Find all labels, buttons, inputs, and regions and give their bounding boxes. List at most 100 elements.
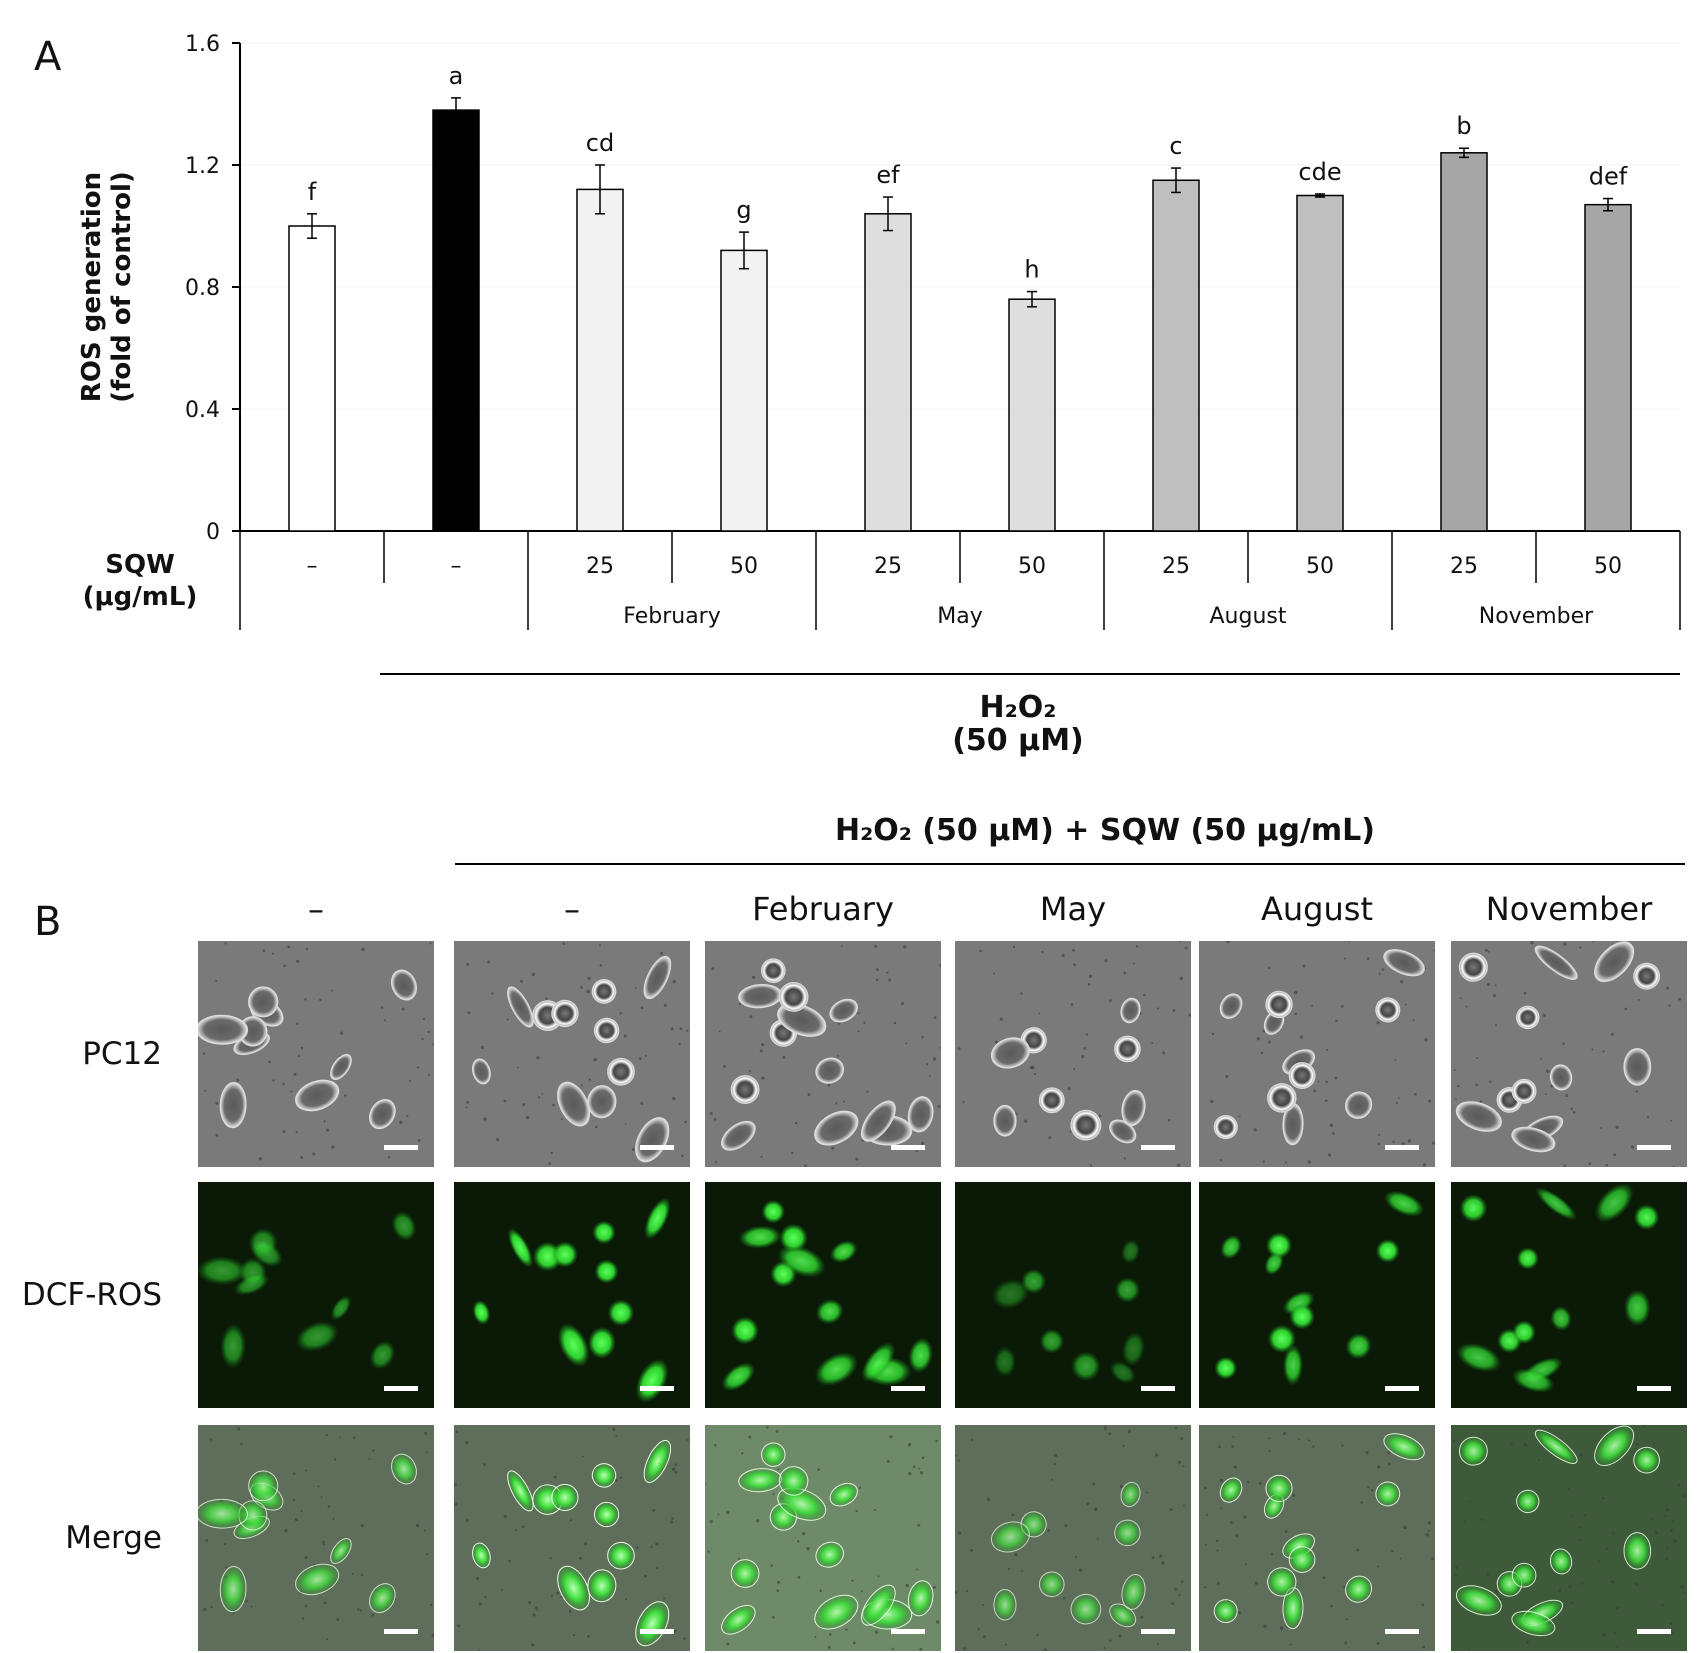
speckle [1567,1487,1571,1491]
speckle [336,1618,340,1622]
speckle [1347,941,1350,943]
speckle [1085,1033,1089,1036]
speckle [1530,941,1534,945]
speckle [1246,1480,1250,1484]
panel-letter-b: B [34,899,61,945]
speckle [982,1603,985,1606]
cell [390,969,417,1001]
cell [1633,962,1661,990]
fluorescent-cell [587,1326,616,1359]
scale-bar [1141,1386,1175,1391]
fluorescent-cell [861,1342,896,1383]
speckle [317,1485,320,1488]
speckle [1092,1482,1096,1486]
speckle [343,1094,347,1097]
speckle [1401,1142,1405,1146]
speckle [587,976,591,980]
speckle [936,1620,940,1624]
speckle [1459,997,1462,1000]
speckle [1267,966,1271,970]
speckle [1325,1049,1329,1052]
speckle [232,1612,235,1615]
speckle [1215,1539,1219,1543]
speckle [1661,1603,1664,1607]
speckle [1635,1583,1639,1587]
speckle [573,1634,576,1637]
speckle [650,1545,653,1548]
speckle [619,1011,622,1015]
row-header: Merge [65,1520,162,1556]
speckle [416,1066,420,1069]
speckle [684,1120,687,1124]
speckle [359,1609,362,1612]
speckle [501,1588,504,1591]
speckle [737,1557,741,1560]
speckle [874,944,878,948]
speckle [1210,1099,1214,1104]
speckle [1424,1038,1428,1042]
speckle [1232,1436,1235,1439]
micrograph-content [705,1182,941,1408]
speckle [759,1049,763,1053]
fluorescent-cell [1039,1328,1065,1354]
speckle [1613,1153,1617,1157]
speckle [224,942,227,945]
speckle [425,1451,428,1454]
speckle [1624,1007,1628,1011]
speckle [1167,1118,1171,1122]
speckle [1104,959,1108,963]
cell [1623,1047,1652,1086]
speckle [707,1550,710,1553]
merged-cell [607,1541,635,1570]
speckle [1267,1437,1271,1440]
speckle [1469,1500,1472,1503]
speckle [531,972,536,977]
speckle [1226,941,1230,944]
cell [1265,990,1293,1019]
month-label: February [623,604,721,629]
speckle [295,1130,299,1134]
speckle [1284,1161,1288,1164]
speckle [541,1092,544,1095]
speckle [588,1078,591,1081]
speckle [672,980,676,984]
speckle [782,1056,786,1059]
scale-bar [1385,1629,1419,1634]
speckle [1365,1450,1369,1454]
speckle [593,1058,597,1062]
fluorescent-cell [1375,1239,1400,1263]
speckle [205,1538,209,1542]
fluorescent-cell [1456,1342,1502,1373]
speckle [903,945,907,949]
speckle [804,1164,808,1167]
speckle [1641,1425,1645,1428]
speckle [631,1148,635,1151]
speckle [250,1605,253,1608]
speckle [1455,1565,1459,1569]
fluorescent-cell [993,1346,1016,1377]
bar-chart: 0 0.4 0.8 1.2 1.6 f a cd g ef h c cde b def ROS gener… [77,32,1681,758]
cell [1511,1126,1556,1153]
speckle [300,1046,304,1050]
row-header: PC12 [82,1036,162,1072]
speckle [962,1646,966,1650]
speckle [889,1435,893,1439]
speckle [1262,1160,1265,1163]
sqw-row: – – 25 50 25 50 25 50 25 50 February May August Novem… [239,531,1681,630]
speckle [569,1519,573,1522]
speckle [1036,1634,1039,1637]
fluorescent-cell [644,1197,671,1240]
speckle [863,1021,866,1024]
speckle [663,1003,667,1007]
merged-cell [907,1580,934,1617]
speckle [534,1606,538,1610]
speckle [424,1431,428,1435]
speckle [612,1427,616,1431]
speckle [1070,1003,1074,1006]
merged-cell [1455,1585,1502,1616]
speckle [351,1572,354,1576]
speckle [1360,1501,1363,1504]
cell [778,982,809,1012]
fluorescent-cell [991,1278,1030,1309]
speckle [1078,1568,1083,1572]
